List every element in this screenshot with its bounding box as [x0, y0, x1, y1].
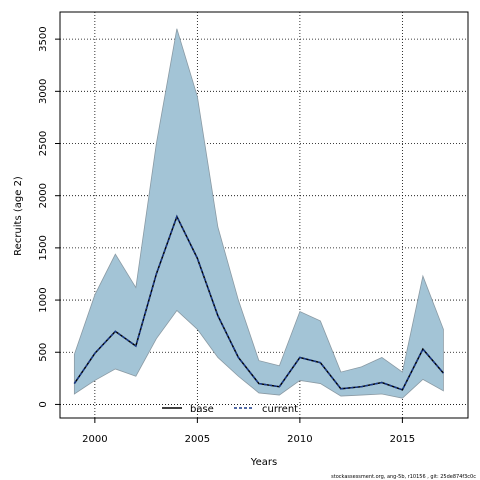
legend: base current — [162, 404, 298, 415]
series-lines — [73, 214, 444, 391]
y-tick-label: 3500 — [38, 26, 49, 51]
footnote: stockassessment.org, ang-5b, r10156 , gi… — [331, 474, 476, 480]
y-tick-label: 1000 — [38, 287, 49, 312]
series-line-current — [73, 214, 444, 391]
y-tick-label: 2000 — [38, 183, 49, 208]
legend-label-base: base — [190, 404, 214, 415]
x-tick-label: 2015 — [390, 434, 415, 445]
y-tick-label: 2500 — [38, 131, 49, 156]
y-tick-label: 500 — [38, 343, 49, 362]
y-tick-label: 1500 — [38, 235, 49, 260]
y-axis: 0 500 1000 1500 2000 2500 3000 3500 — [38, 26, 60, 408]
x-tick-label: 2005 — [185, 434, 210, 445]
y-tick-label: 3000 — [38, 79, 49, 104]
x-axis: 2000 2005 2010 2015 — [82, 418, 415, 445]
legend-label-current: current — [262, 404, 298, 415]
grid — [60, 12, 468, 418]
x-axis-title: Years — [250, 457, 277, 468]
x-tick-label: 2010 — [287, 434, 312, 445]
plot-frame — [59, 11, 469, 419]
confidence-band — [73, 28, 444, 399]
x-tick-label: 2000 — [82, 434, 107, 445]
y-tick-label: 0 — [38, 401, 49, 407]
y-axis-title: Recruits (age 2) — [13, 176, 24, 256]
